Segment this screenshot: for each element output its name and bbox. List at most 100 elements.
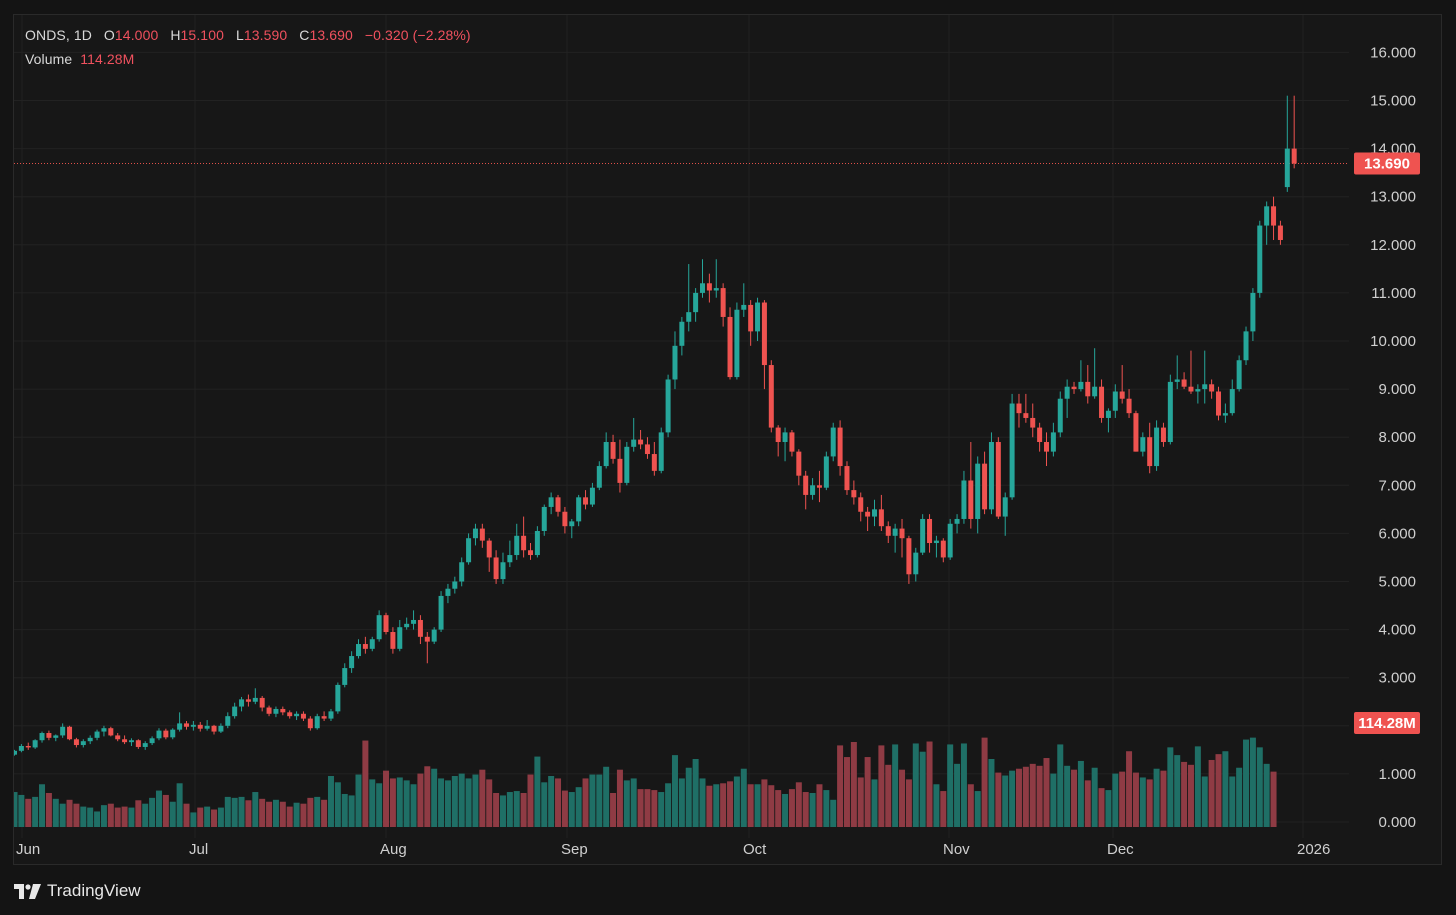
candle-body bbox=[190, 724, 196, 727]
candle-body bbox=[328, 711, 334, 719]
volume-bar bbox=[665, 783, 672, 827]
volume-bar bbox=[252, 792, 259, 827]
volume-bar bbox=[878, 745, 885, 827]
y-tick-label: 0.000 bbox=[1378, 814, 1416, 831]
volume-bar bbox=[1194, 746, 1201, 827]
candle-body bbox=[583, 497, 589, 505]
volume-bar bbox=[362, 740, 369, 827]
volume-bar bbox=[128, 807, 135, 827]
volume-bar bbox=[899, 769, 906, 827]
candle-body bbox=[94, 731, 100, 738]
volume-bar bbox=[830, 799, 837, 827]
candle-body bbox=[211, 725, 217, 732]
volume-bar bbox=[142, 803, 149, 827]
volume-bar bbox=[94, 811, 101, 827]
volume-bar bbox=[1077, 760, 1084, 827]
volume-bar bbox=[637, 789, 644, 827]
volume-bar bbox=[259, 798, 266, 827]
candle-body bbox=[142, 743, 148, 747]
volume-bar bbox=[73, 803, 80, 827]
candle-body bbox=[493, 557, 499, 580]
volume-bar bbox=[644, 789, 651, 827]
volume-bar bbox=[369, 779, 376, 827]
volume-bar bbox=[1002, 775, 1009, 827]
candle-body bbox=[713, 288, 719, 291]
candle-body bbox=[507, 555, 513, 563]
candle-body bbox=[1105, 410, 1111, 418]
candle-body bbox=[727, 316, 733, 378]
candle-body bbox=[404, 623, 410, 628]
candle-body bbox=[1009, 403, 1015, 498]
volume-bar bbox=[506, 792, 513, 827]
candle-body bbox=[424, 636, 430, 642]
candle-body bbox=[1202, 384, 1208, 390]
close-value: 13.690 bbox=[309, 27, 353, 43]
candle-body bbox=[1209, 384, 1215, 392]
candle-body bbox=[1064, 386, 1070, 399]
candle-body bbox=[197, 724, 203, 729]
volume-bar bbox=[1036, 765, 1043, 827]
candle-body bbox=[1167, 381, 1173, 443]
candle-body bbox=[1099, 386, 1105, 418]
volume-bar bbox=[396, 777, 403, 827]
candle-body bbox=[1229, 389, 1235, 414]
brand-name: TradingView bbox=[47, 881, 141, 900]
y-tick-label: 13.000 bbox=[1370, 189, 1416, 206]
candle-body bbox=[741, 304, 747, 310]
candle-body bbox=[933, 540, 939, 544]
symbol-interval[interactable]: ONDS, 1D bbox=[25, 27, 92, 43]
candle-body bbox=[638, 439, 644, 445]
volume-bar bbox=[224, 796, 231, 827]
volume-bar bbox=[327, 776, 334, 827]
volume-bar bbox=[499, 795, 506, 827]
volume-bar bbox=[341, 793, 348, 827]
low-label: L bbox=[235, 27, 244, 43]
candle-body bbox=[878, 509, 884, 527]
candle-body bbox=[369, 639, 375, 649]
candle-body bbox=[115, 735, 121, 740]
candle-body bbox=[589, 487, 595, 505]
volume-bar bbox=[892, 744, 899, 827]
volume-bar bbox=[905, 779, 912, 827]
volume-bar bbox=[266, 801, 273, 827]
candle-body bbox=[417, 619, 423, 637]
volume-bar bbox=[1091, 767, 1098, 827]
volume-bar bbox=[582, 778, 589, 827]
chart-canvas[interactable]: 16.000 15.000 14.000 13.000 12.000 11.000 10.0… bbox=[14, 15, 1441, 864]
volume-bar bbox=[541, 782, 548, 827]
volume-bar bbox=[444, 780, 451, 827]
volume-bar bbox=[589, 774, 596, 827]
candle-body bbox=[67, 726, 73, 740]
volume-bar bbox=[926, 741, 933, 827]
candle-body bbox=[87, 737, 93, 742]
candle-body bbox=[1181, 379, 1187, 387]
volume-bar bbox=[1174, 755, 1181, 827]
candle-body bbox=[149, 738, 155, 744]
candle-body bbox=[940, 540, 946, 558]
candle-body bbox=[46, 733, 52, 738]
candle-body bbox=[239, 699, 245, 707]
open-label: O bbox=[103, 27, 115, 43]
candle-body bbox=[954, 518, 960, 524]
footer-brand[interactable]: TradingView bbox=[14, 880, 141, 902]
candle-body bbox=[101, 728, 107, 732]
volume-bar bbox=[754, 784, 761, 827]
candle-body bbox=[452, 581, 458, 589]
candle-body bbox=[335, 684, 341, 712]
volume-bar bbox=[967, 784, 974, 827]
candle-body bbox=[225, 716, 231, 726]
candle-body bbox=[1112, 391, 1118, 411]
candle-body bbox=[528, 550, 533, 556]
candle-body bbox=[1271, 206, 1277, 226]
volume-bar bbox=[747, 784, 754, 827]
chart-frame[interactable]: 16.000 15.000 14.000 13.000 12.000 11.000 10.0… bbox=[13, 14, 1442, 865]
volume-bar bbox=[630, 778, 637, 827]
volume-bar bbox=[761, 779, 768, 827]
y-tick-label: 16.000 bbox=[1370, 44, 1416, 61]
candle-body bbox=[521, 535, 527, 551]
volume-bar bbox=[1098, 788, 1105, 827]
volume-label[interactable]: Volume bbox=[25, 51, 73, 67]
volume-bar bbox=[1249, 737, 1256, 827]
volume-bar bbox=[479, 769, 486, 827]
candle-body bbox=[232, 706, 238, 717]
